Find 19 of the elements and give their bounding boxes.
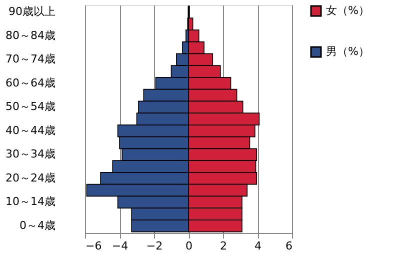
x-tick-label: −4 (112, 240, 128, 252)
x-tick-label: 2 (220, 240, 227, 252)
x-tick-label: −2 (146, 240, 163, 252)
x-tick-label: 4 (254, 240, 262, 252)
y-tick-label: 60～64歳 (6, 76, 56, 90)
y-tick-label: 70～74歳 (6, 52, 56, 66)
legend-label: 男（%） (326, 45, 370, 58)
y-tick-label: 0～4歳 (20, 218, 56, 232)
x-tick-label: −6 (86, 240, 102, 252)
y-tick-label: 30～34歳 (6, 148, 56, 161)
y-tick-label: 40～44歳 (6, 124, 56, 137)
y-tick-label: 20～24歳 (6, 171, 56, 184)
x-tick-label: 0 (186, 240, 192, 252)
x-tick-label: 6 (286, 240, 292, 252)
y-tick-label: 10～14歳 (6, 195, 56, 208)
legend-label: 女（%） (326, 4, 370, 17)
y-tick-label: 80～84歳 (6, 28, 56, 42)
y-tick-label: 90歳以上 (8, 5, 56, 18)
y-tick-label: 50～54歳 (6, 100, 56, 114)
